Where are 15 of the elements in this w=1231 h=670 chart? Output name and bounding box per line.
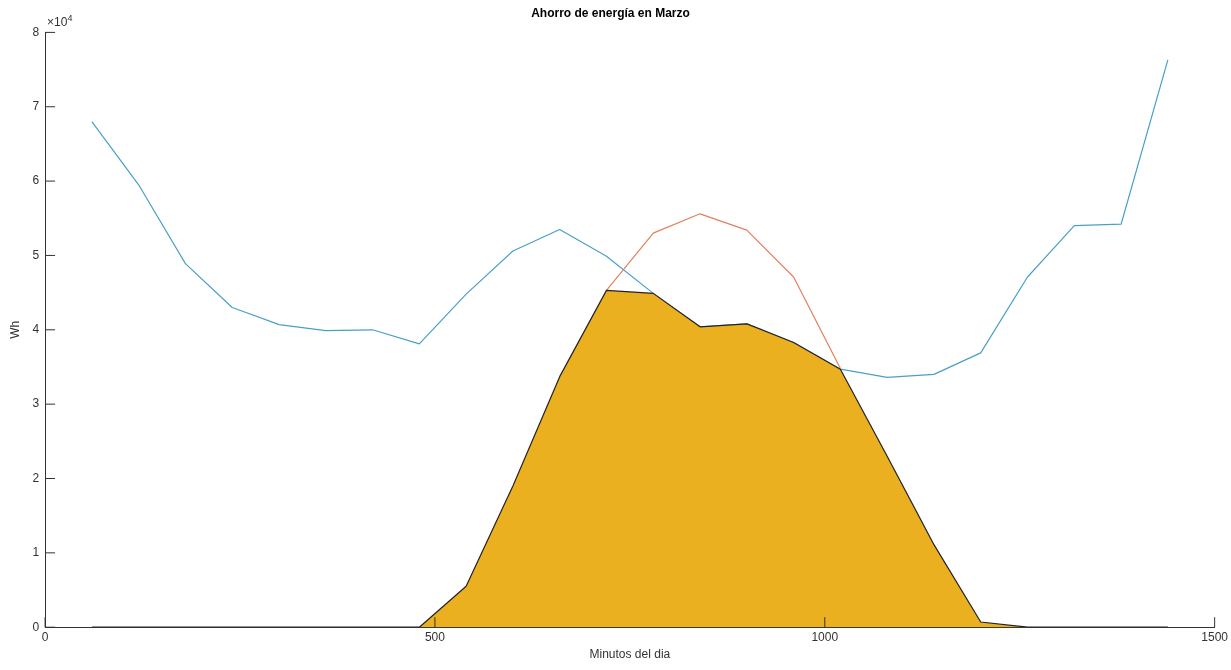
y-tick-label: 5: [32, 247, 40, 262]
x-tick-label: 1500: [1201, 629, 1229, 644]
x-tick-label: 1000: [811, 629, 839, 644]
chart-title: Ahorro de energía en Marzo: [531, 5, 690, 20]
x-axis-title: Minutos del dia: [589, 647, 671, 662]
y-tick-label: 6: [32, 173, 40, 188]
y-tick-label: 0: [32, 619, 40, 634]
y-tick-label: 2: [32, 470, 40, 485]
y-tick-label: 3: [32, 396, 40, 411]
y-tick-label: 7: [32, 99, 40, 114]
y-tick-label: 1: [32, 545, 40, 560]
y-tick-label: 8: [32, 24, 40, 39]
y-tick-label: 4: [32, 322, 40, 337]
x-tick-label: 500: [424, 629, 446, 644]
y-axis-title: Wh: [7, 320, 22, 339]
